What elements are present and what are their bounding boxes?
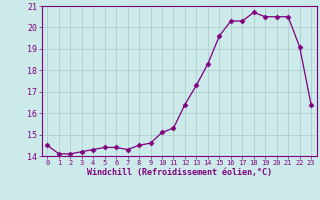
X-axis label: Windchill (Refroidissement éolien,°C): Windchill (Refroidissement éolien,°C) (87, 168, 272, 177)
